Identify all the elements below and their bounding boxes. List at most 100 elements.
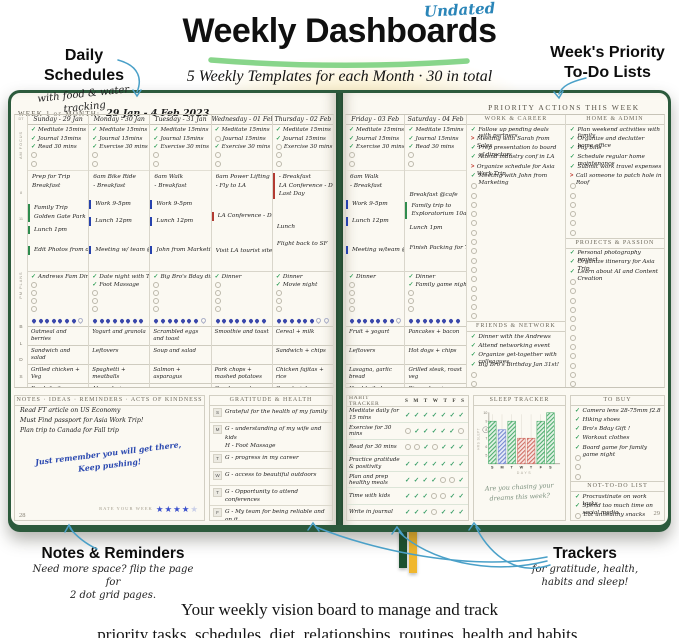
svg-text:M: M [500, 465, 503, 469]
check-icon: ✓ [569, 259, 575, 266]
gutter-hour: 11 [19, 217, 23, 221]
schedule-area: - Breakfast LA Conference - Day 2 Last Day… [272, 170, 334, 271]
note-text: Must Find passport for Asia Work Trip! [20, 417, 144, 424]
empty-circle-icon [569, 297, 576, 304]
pm-empty-item [346, 297, 404, 305]
routine-list: ✓ Meditate 15mins Journal 15mins ✓ Exercise … [212, 125, 272, 170]
check-icon: ✓ [569, 163, 575, 170]
gratitude-line: G - understanding of my wife and kids [225, 426, 322, 441]
callout-daily-line1: Daily [64, 47, 104, 64]
pm-empty-item [273, 297, 333, 305]
schedule-entry: Lunch 12pm [346, 217, 404, 226]
todo-empty-item [566, 369, 664, 378]
check-icon: ✓ [449, 493, 456, 501]
water-drop-icon [179, 317, 186, 324]
empty-circle-icon [275, 160, 282, 167]
priority-actions-header: PRIORITY ACTIONS THIS WEEK [488, 103, 640, 112]
todo-item: ✓ Attend industry conf in LA [467, 153, 565, 162]
todo-empty-item [566, 199, 664, 208]
routine-empty-item [28, 160, 88, 168]
not-to-do-label: Procrastinate on work tasks [582, 493, 647, 507]
routine-label: Meditate 15mins [160, 127, 209, 134]
callout-daily-line2: Schedules [43, 67, 125, 84]
check-icon: ✓ [92, 282, 98, 288]
habit-row: Write in journal ✓ ✓ ✓ ✓ ✓ ✓ [347, 505, 468, 520]
check-icon: ✓ [431, 427, 438, 435]
day-letter: S [461, 398, 464, 404]
habit-tracker-title: HABIT TRACKER [349, 395, 380, 407]
schedule-line: Flight back to SF [276, 240, 328, 247]
schedule-line: - Breakfast [93, 182, 126, 189]
pm-empty-item [28, 281, 88, 289]
empty-circle-icon [569, 381, 576, 387]
star-icon: ★ [155, 504, 165, 514]
routine-label: Exercise 30 mins [356, 143, 405, 150]
schedule-entry: Work 9-5pm [346, 200, 404, 210]
schedule-line: - Fly to LA [215, 182, 247, 189]
routine-label: Journal 15mins [222, 135, 266, 142]
pm-list: ✓Andrews Fam Dinner [28, 271, 89, 315]
routine-list: ✓ Meditate 15mins ✓ Journal 15mins ✓ Exercise… [150, 125, 210, 170]
routine-label: Journal 15mins [282, 135, 326, 142]
check-icon: ✓ [470, 145, 476, 152]
pm-label: Dinner [415, 274, 436, 280]
gratitude-line2: H - Foot Massage [225, 443, 276, 450]
schedule-line: Work 9-5pm [95, 201, 131, 208]
todo-empty-item [566, 323, 664, 332]
svg-text:W: W [520, 465, 524, 469]
meal-cell [211, 345, 272, 364]
page-number-left: 28 [19, 512, 26, 519]
subtitle: 5 Weekly Templates for each Month · 30 i… [186, 68, 493, 85]
water-drop-icon [368, 317, 375, 324]
routine-label: Meditate 15mins [221, 127, 270, 134]
schedule-line: Meeting w/team @4 [352, 246, 404, 253]
routine-empty-item [150, 151, 210, 159]
meal-cell: Pork chops + mashed potatoes [211, 364, 272, 383]
water-drop-icon [186, 317, 193, 324]
todo-item: > Meeting with Sarah from Sales [467, 134, 565, 149]
schedule-entry: Lunch 1pm [28, 225, 88, 235]
day-letter: T [423, 398, 428, 404]
to-buy-header: TO BUY [571, 396, 664, 406]
check-icon: ✓ [470, 333, 476, 340]
empty-circle-icon [414, 444, 421, 451]
routine-label: Journal 15mins [160, 135, 204, 142]
to-buy-item: ✓ Camera lens 28-75mm f2.8 [571, 406, 664, 415]
todo-item: ✓ Learn about AI and Content Creation [566, 267, 664, 282]
schedule-entry: LA Conference - Day 1 [211, 212, 272, 222]
day-column: Monday - 30 Jan ✓ Meditate 15mins ✓ Journal … [88, 115, 150, 387]
schedule-line: - Breakfast [278, 174, 311, 180]
check-icon: ✓ [413, 509, 420, 517]
habit-label: Time with kids [349, 492, 391, 499]
water-drop-icon [247, 317, 254, 324]
schedule-line: Breakfast [32, 182, 61, 189]
todo-empty-item [467, 264, 565, 273]
callout-notes-reminders: Notes & Reminders Need more space? flip … [28, 545, 198, 602]
routine-label: Exercise 30 mins [283, 143, 333, 150]
check-icon: ✓ [275, 135, 281, 142]
check-icon: ✓ [349, 143, 355, 150]
check-icon: ✓ [349, 135, 355, 142]
schedule-line: Lunch 12pm [95, 218, 132, 225]
schedule-entry: 6am Walk - Breakfast [150, 173, 210, 190]
pm-empty-item [346, 289, 404, 297]
empty-circle-icon [92, 290, 99, 296]
check-icon: ✓ [92, 143, 98, 150]
check-icon: ✓ [349, 127, 355, 134]
check-icon: ✓ [470, 343, 476, 350]
check-icon: ✓ [214, 143, 220, 150]
todo-empty-item [467, 255, 565, 264]
todo-empty-item [467, 190, 565, 199]
routine-item: ✓ Exercise 30 mins [212, 143, 272, 151]
check-icon: ✓ [440, 411, 447, 419]
sleep-tracker-title: SLEEP TRACKER [474, 396, 565, 406]
empty-circle-icon [569, 201, 576, 208]
routine-item: ✓ Journal 15mins [405, 134, 465, 142]
planner-book: WEEK 1 of MONTH: 29 Jan - 4 Feb 2023 DT AM … [8, 90, 671, 532]
note-text: Read FT article on US Economy [20, 407, 121, 414]
check-icon: ✓ [405, 493, 411, 501]
water-drop-icon [193, 317, 199, 324]
schedule-line: 6am Walk [154, 174, 184, 180]
empty-circle-icon [275, 152, 282, 159]
